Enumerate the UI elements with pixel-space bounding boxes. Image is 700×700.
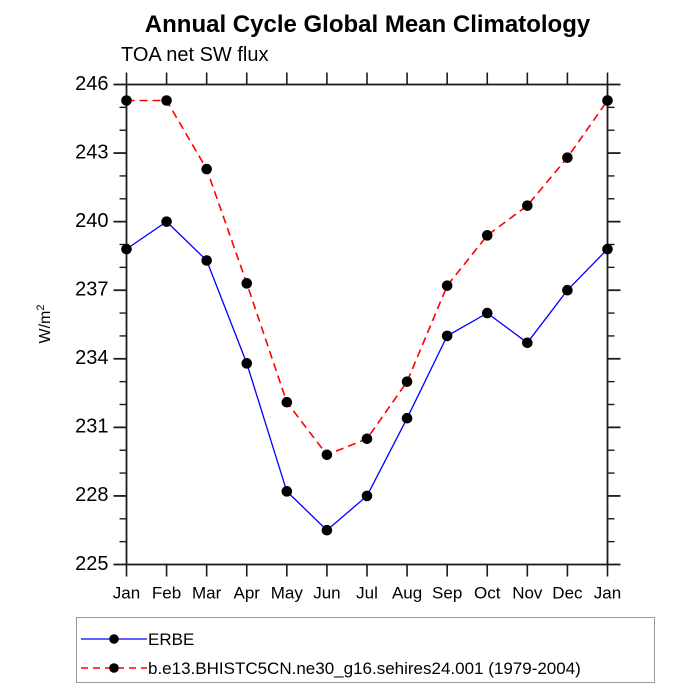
series-line-0 bbox=[126, 220, 608, 532]
y-tick-label: 231 bbox=[75, 416, 108, 438]
x-tick-label: Jun bbox=[313, 584, 340, 603]
x-tick-label: Mar bbox=[192, 584, 222, 603]
chart-subtitle: TOA net SW flux bbox=[121, 44, 269, 66]
x-tick-label: Dec bbox=[552, 584, 583, 603]
data-point-marker bbox=[441, 330, 453, 342]
data-point-marker bbox=[481, 307, 493, 319]
y-tick-label: 225 bbox=[75, 553, 108, 575]
x-tick-label: Apr bbox=[234, 584, 261, 603]
x-tick-label: Jul bbox=[356, 584, 378, 603]
data-point-marker bbox=[522, 200, 533, 211]
y-tick-label: 234 bbox=[75, 347, 108, 369]
y-tick-label: 243 bbox=[75, 141, 108, 163]
data-point-marker bbox=[161, 95, 172, 106]
x-tick-label: Jan bbox=[113, 584, 140, 603]
x-tick-label: Feb bbox=[152, 584, 181, 603]
legend-item-model: b.e13.BHISTC5CN.ne30_g16.sehires24.001 (… bbox=[80, 656, 581, 680]
data-point-marker bbox=[602, 95, 613, 106]
y-tick-label: 246 bbox=[75, 73, 108, 95]
data-point-marker bbox=[602, 243, 613, 255]
data-point-marker bbox=[562, 152, 573, 163]
data-point-marker bbox=[121, 243, 132, 255]
y-tick-label: 228 bbox=[75, 484, 108, 506]
legend-sample-marker bbox=[109, 663, 119, 673]
x-tick-label: Aug bbox=[392, 584, 422, 603]
data-point-marker bbox=[481, 230, 493, 241]
data-point-marker bbox=[201, 163, 212, 175]
data-point-marker bbox=[281, 486, 293, 497]
data-point-marker bbox=[361, 433, 373, 445]
data-point-marker bbox=[161, 216, 172, 227]
data-point-marker bbox=[121, 95, 132, 106]
x-tick-label: Jan bbox=[594, 584, 621, 603]
data-point-marker bbox=[241, 278, 253, 289]
data-point-marker bbox=[441, 280, 453, 291]
model-line-sample-icon bbox=[81, 663, 147, 673]
data-point-marker bbox=[562, 284, 573, 296]
x-tick-label: Nov bbox=[512, 584, 543, 603]
legend-box: ERBE b.e13.BHISTC5CN.ne30_g16.sehires24.… bbox=[76, 617, 655, 683]
x-tick-label: May bbox=[271, 584, 304, 603]
y-tick-label: 240 bbox=[75, 210, 108, 232]
y-tick-label: 237 bbox=[75, 278, 108, 300]
x-tick-label: Sep bbox=[432, 584, 462, 603]
data-point-marker bbox=[321, 449, 333, 461]
legend-item-erbe: ERBE bbox=[80, 627, 194, 651]
data-point-marker bbox=[522, 337, 533, 349]
data-point-marker bbox=[401, 412, 413, 424]
chart-title: Annual Cycle Global Mean Climatology bbox=[144, 11, 591, 38]
legend-label-erbe: ERBE bbox=[148, 629, 195, 649]
series-line-1 bbox=[126, 99, 609, 456]
x-tick-label: Oct bbox=[474, 584, 501, 603]
legend-label-model: b.e13.BHISTC5CN.ne30_g16.sehires24.001 (… bbox=[148, 658, 581, 678]
erbe-line-sample-icon bbox=[81, 634, 147, 644]
data-point-marker bbox=[281, 396, 293, 408]
data-point-marker bbox=[321, 524, 333, 536]
data-point-marker bbox=[401, 376, 413, 387]
legend-sample-marker bbox=[109, 634, 119, 644]
data-point-marker bbox=[361, 490, 373, 502]
data-point-marker bbox=[201, 255, 212, 266]
data-point-marker bbox=[241, 358, 253, 369]
